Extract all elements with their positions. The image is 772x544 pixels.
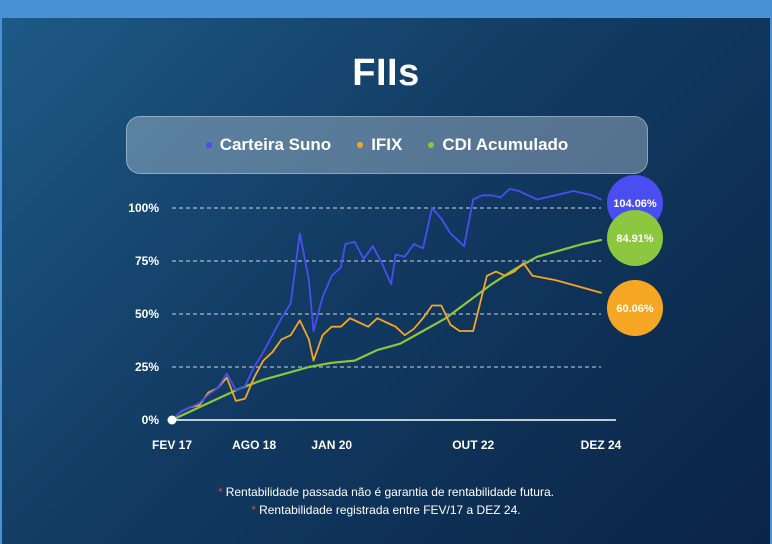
- legend: Carteira Suno IFIX CDI Acumulado: [126, 116, 648, 174]
- legend-item-cdi: CDI Acumulado: [428, 135, 568, 155]
- legend-label: CDI Acumulado: [442, 135, 569, 154]
- legend-dot-ifix: [357, 142, 364, 148]
- x-tick-label: DEZ 24: [581, 438, 622, 452]
- chart-card: FIIs Carteira Suno IFIX CDI Acumulado 0%…: [0, 18, 772, 544]
- legend-item-carteira-suno: Carteira Suno: [205, 135, 332, 155]
- legend-label: IFIX: [371, 135, 403, 154]
- footnote-2: * Rentabilidade registrada entre FEV/17 a…: [2, 503, 770, 517]
- legend-label: Carteira Suno: [219, 135, 332, 154]
- y-tick-label: 100%: [128, 201, 159, 215]
- line-chart: 0% 25% 50% 75% 100% FEV 17 AGO 18 JAN 20 OUT 22 D…: [128, 175, 663, 452]
- x-tick-label: AGO 18: [232, 438, 276, 452]
- y-tick-label: 50%: [135, 307, 159, 321]
- footnote-marker: *: [251, 503, 257, 517]
- legend-item-ifix: IFIX: [357, 135, 402, 155]
- end-value-badge: [607, 210, 663, 266]
- y-tick-label: 75%: [135, 254, 159, 268]
- footnote-marker: *: [218, 485, 223, 499]
- legend-dot-carteira-suno: [205, 142, 212, 148]
- chart-title: FIIs: [352, 52, 420, 94]
- x-tick-label: JAN 20: [311, 438, 352, 452]
- end-value-badge: [607, 280, 663, 336]
- y-tick-label: 0%: [142, 413, 160, 427]
- end-value-label: 104.06%: [613, 198, 657, 210]
- origin-marker: [167, 415, 177, 425]
- footnote-text: Rentabilidade passada não é garantia de …: [225, 485, 554, 499]
- series-line-cdi-acumulado: [170, 238, 603, 422]
- y-tick-label: 25%: [135, 360, 159, 374]
- end-value-label: 84.91%: [616, 233, 654, 245]
- x-tick-label: FEV 17: [152, 438, 192, 452]
- series-line-ifix: [171, 262, 602, 421]
- legend-dot-cdi: [428, 142, 435, 148]
- footnote-text: Rentabilidade registrada entre FEV/17 a …: [259, 503, 521, 517]
- x-tick-label: OUT 22: [452, 438, 494, 452]
- series-line-carteira-suno: [171, 188, 602, 421]
- footnote-1: * Rentabilidade passada não é garantia de…: [2, 485, 770, 499]
- end-value-label: 60.06%: [616, 303, 654, 315]
